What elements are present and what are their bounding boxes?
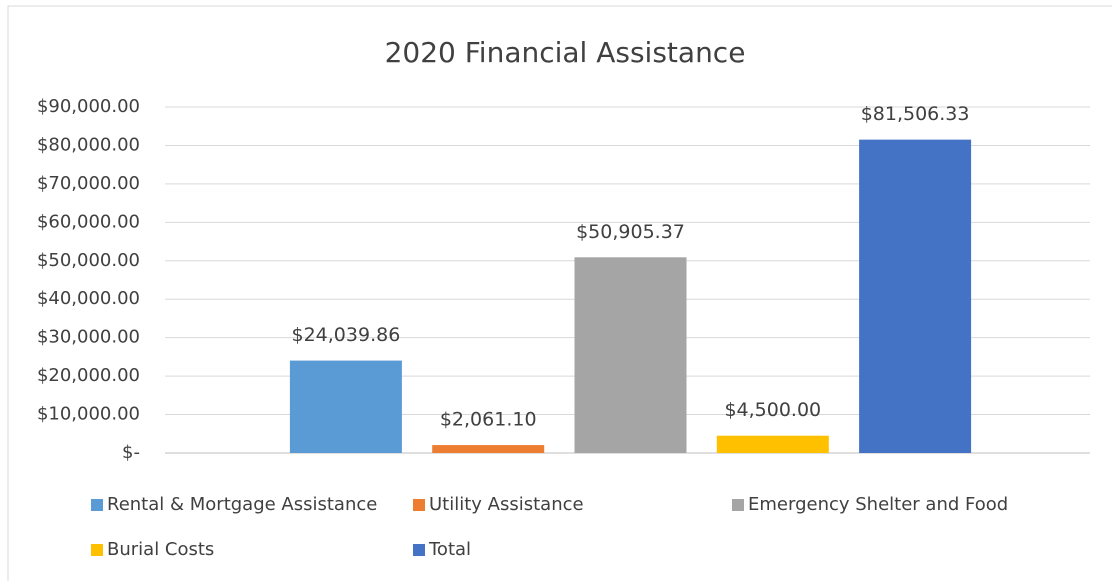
legend-swatch: [732, 499, 744, 511]
data-label: $4,500.00: [724, 399, 821, 421]
legend-label: Rental & Mortgage Assistance: [107, 494, 377, 515]
bar: [716, 435, 829, 453]
y-tick-label: $20,000.00: [37, 365, 140, 386]
legend-swatch: [91, 544, 103, 556]
y-tick-label: $70,000.00: [37, 173, 140, 194]
chart-title: 2020 Financial Assistance: [385, 36, 746, 69]
y-tick-label: $30,000.00: [37, 327, 140, 348]
y-tick-label: $10,000.00: [37, 404, 140, 425]
legend-label: Burial Costs: [107, 539, 214, 560]
legend-label: Utility Assistance: [429, 494, 584, 515]
legend-swatch: [413, 499, 425, 511]
y-tick-label: $90,000.00: [37, 96, 140, 117]
legend-swatch: [91, 499, 103, 511]
bar: [432, 445, 545, 453]
data-label: $50,905.37: [576, 221, 685, 243]
y-tick-label: $60,000.00: [37, 211, 140, 232]
data-label: $81,506.33: [861, 103, 970, 125]
bar: [289, 360, 402, 453]
bar: [859, 139, 972, 453]
data-label: $24,039.86: [292, 324, 401, 346]
y-tick-label: $50,000.00: [37, 250, 140, 271]
legend-label: Total: [428, 539, 471, 560]
y-tick-label: $80,000.00: [37, 134, 140, 155]
legend-label: Emergency Shelter and Food: [748, 494, 1008, 515]
bar: [574, 257, 687, 453]
data-label: $2,061.10: [440, 409, 537, 431]
y-tick-label: $-: [122, 442, 140, 463]
y-tick-label: $40,000.00: [37, 288, 140, 309]
legend-swatch: [413, 544, 425, 556]
